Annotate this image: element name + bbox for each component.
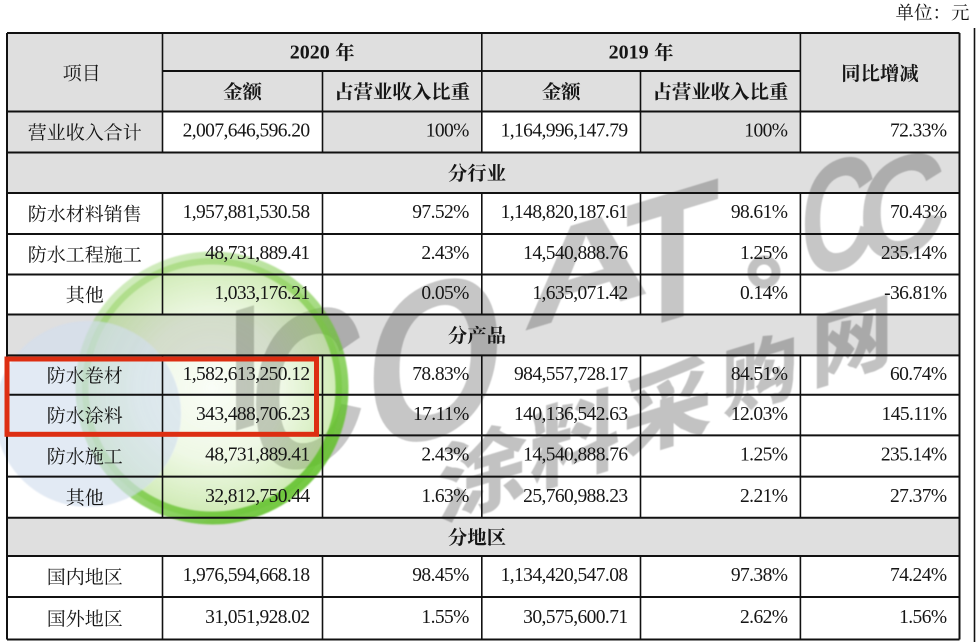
svg-text:2.43%: 2.43% [421, 243, 469, 264]
svg-text:97.38%: 97.38% [731, 565, 788, 586]
svg-text:98.45%: 98.45% [412, 565, 469, 586]
svg-text:2.21%: 2.21% [740, 486, 788, 507]
svg-text:1.55%: 1.55% [421, 607, 469, 628]
svg-text:48,731,889.41: 48,731,889.41 [205, 445, 309, 466]
svg-text:30,575,600.71: 30,575,600.71 [523, 607, 627, 628]
svg-text:98.61%: 98.61% [731, 202, 788, 223]
svg-text:31,051,928.02: 31,051,928.02 [205, 607, 309, 628]
svg-text:1,635,071.42: 1,635,071.42 [532, 283, 627, 304]
svg-text:1,976,594,668.18: 1,976,594,668.18 [183, 565, 310, 586]
svg-text:1.63%: 1.63% [421, 486, 469, 507]
svg-text:2020: 2020 [290, 42, 330, 64]
svg-text:60.74%: 60.74% [890, 364, 947, 385]
svg-text:235.14%: 235.14% [881, 445, 947, 466]
svg-text:100%: 100% [744, 121, 787, 142]
svg-text:235.14%: 235.14% [881, 243, 947, 264]
svg-text:1.56%: 1.56% [899, 607, 947, 628]
svg-text:1,148,820,187.61: 1,148,820,187.61 [501, 202, 628, 223]
svg-text:1,582,613,250.12: 1,582,613,250.12 [183, 364, 310, 385]
svg-text:2,007,646,596.20: 2,007,646,596.20 [183, 121, 310, 142]
svg-text:1.25%: 1.25% [740, 243, 788, 264]
svg-text:48,731,889.41: 48,731,889.41 [205, 243, 309, 264]
svg-text:145.11%: 145.11% [882, 404, 947, 425]
svg-text:1.25%: 1.25% [740, 445, 788, 466]
svg-text:C: C [801, 115, 877, 315]
svg-text:2.62%: 2.62% [740, 607, 788, 628]
svg-text:1,134,420,547.08: 1,134,420,547.08 [501, 565, 628, 586]
svg-text:14,540,888.76: 14,540,888.76 [523, 243, 628, 264]
svg-text:17.11%: 17.11% [413, 404, 469, 425]
svg-text:100%: 100% [426, 121, 469, 142]
svg-text:72.33%: 72.33% [890, 121, 947, 142]
svg-text:140,136,542.63: 140,136,542.63 [514, 404, 627, 425]
svg-text:2019: 2019 [609, 42, 649, 64]
svg-text:T: T [625, 138, 719, 374]
svg-text:14,540,888.76: 14,540,888.76 [523, 445, 628, 466]
svg-text:2.43%: 2.43% [421, 445, 469, 466]
svg-text:84.51%: 84.51% [731, 364, 788, 385]
svg-text:12.03%: 12.03% [731, 404, 788, 425]
svg-text:27.37%: 27.37% [890, 486, 947, 507]
svg-text:78.83%: 78.83% [412, 364, 469, 385]
svg-text:70.43%: 70.43% [890, 202, 947, 223]
svg-text:1,164,996,147.79: 1,164,996,147.79 [501, 121, 628, 142]
svg-text:343,488,706.23: 343,488,706.23 [196, 404, 309, 425]
svg-text:74.24%: 74.24% [890, 565, 947, 586]
svg-text:97.52%: 97.52% [412, 202, 469, 223]
svg-text:984,557,728.17: 984,557,728.17 [514, 364, 628, 385]
svg-text:0.05%: 0.05% [421, 283, 469, 304]
svg-text:-36.81%: -36.81% [884, 283, 947, 304]
svg-text:32,812,750.44: 32,812,750.44 [205, 486, 310, 507]
svg-text:0.14%: 0.14% [740, 283, 788, 304]
svg-text:C: C [858, 114, 946, 300]
svg-text:1,033,176.21: 1,033,176.21 [214, 283, 309, 304]
svg-text:1,957,881,530.58: 1,957,881,530.58 [183, 202, 310, 223]
svg-text:25,760,988.23: 25,760,988.23 [523, 486, 627, 507]
